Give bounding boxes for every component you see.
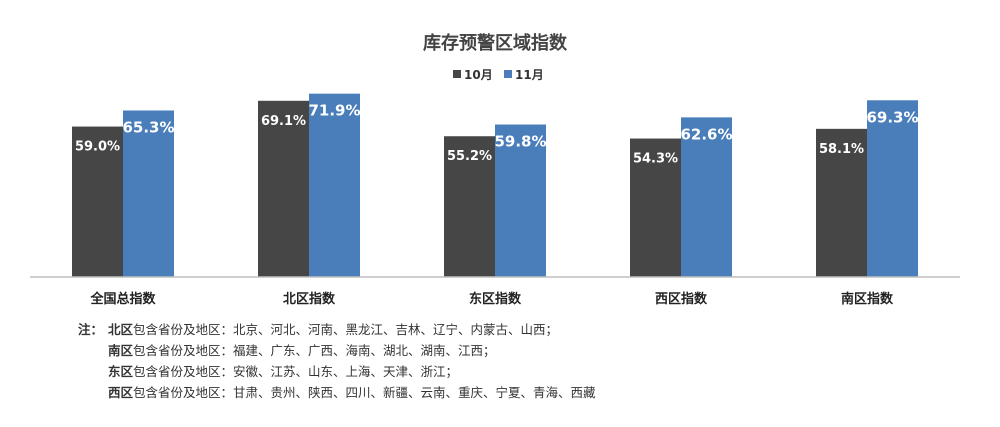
value-label-11月-北区指数: 71.9%: [308, 102, 360, 120]
bar-10月-北区指数: [258, 100, 309, 277]
legend-swatch-11月: [504, 70, 512, 78]
value-label-10月-西区指数: 54.3%: [633, 152, 678, 167]
legend-label-10月: 10月: [464, 68, 493, 82]
note-areas: 甘肃、贵州、陕西、四川、新疆、云南、重庆、宁夏、青海、西藏: [233, 385, 596, 400]
bar-11月-南区指数: [867, 100, 918, 277]
legend-label-11月: 11月: [515, 68, 544, 82]
value-label-11月-南区指数: 69.3%: [866, 108, 918, 126]
note-region-name: 东区: [108, 364, 134, 379]
note-suffix: 包含省份及地区：: [133, 343, 234, 358]
bar-10月-西区指数: [630, 138, 681, 277]
value-label-10月-南区指数: 58.1%: [819, 142, 864, 157]
notes-block: 注： 北区 包含省份及地区： 北京、河北、河南、黑龙江、吉林、辽宁、内蒙古、山西…: [78, 319, 596, 403]
category-label-全国总指数: 全国总指数: [89, 291, 156, 307]
value-label-11月-西区指数: 62.6%: [680, 125, 732, 143]
note-line-west: 注： 西区 包含省份及地区： 甘肃、贵州、陕西、四川、新疆、云南、重庆、宁夏、青…: [78, 382, 596, 403]
bars-group: [72, 93, 918, 278]
bar-11月-北区指数: [309, 93, 360, 277]
note-suffix: 包含省份及地区：: [133, 385, 234, 400]
note-region-name: 北区: [108, 322, 134, 337]
chart-title: 库存预警区域指数: [423, 32, 568, 54]
legend: 10月 11月: [453, 68, 544, 82]
value-label-10月-北区指数: 69.1%: [261, 114, 306, 129]
note-areas: 北京、河北、河南、黑龙江、吉林、辽宁、内蒙古、山西；: [233, 322, 559, 337]
category-label-西区指数: 西区指数: [655, 291, 708, 307]
bar-11月-西区指数: [681, 117, 732, 278]
note-areas: 福建、广东、广西、海南、湖北、湖南、江西；: [233, 343, 496, 358]
note-areas: 安徽、江苏、山东、上海、天津、浙江；: [233, 364, 459, 379]
note-region-name: 西区: [108, 385, 134, 400]
bar-11月-东区指数: [495, 124, 546, 277]
value-label-10月-东区指数: 55.2%: [447, 149, 492, 164]
bar-10月-全国总指数: [72, 126, 123, 277]
note-lead: 注：: [78, 322, 104, 337]
category-label-东区指数: 东区指数: [469, 291, 522, 307]
note-suffix: 包含省份及地区：: [133, 322, 234, 337]
bar-chart: 库存预警区域指数 10月 11月 59.0%65.3% 69.1%71.9% 55.…: [30, 32, 960, 307]
note-line-east: 注： 东区 包含省份及地区： 安徽、江苏、山东、上海、天津、浙江；: [78, 361, 596, 382]
bar-10月-东区指数: [444, 136, 495, 277]
value-labels-group: 59.0%65.3% 69.1%71.9% 55.2%59.8% 54.3%62.6%…: [75, 102, 919, 167]
bar-11月-全国总指数: [123, 110, 174, 277]
category-labels-group: 全国总指数 北区指数 东区指数 西区指数 南区指数: [89, 291, 894, 307]
value-label-11月-东区指数: 59.8%: [494, 133, 546, 151]
bar-10月-南区指数: [816, 128, 867, 277]
value-label-11月-全国总指数: 65.3%: [122, 118, 174, 136]
note-line-south: 注： 南区 包含省份及地区： 福建、广东、广西、海南、湖北、湖南、江西；: [78, 340, 596, 361]
note-suffix: 包含省份及地区：: [133, 364, 234, 379]
legend-swatch-10月: [453, 70, 461, 78]
value-label-10月-全国总指数: 59.0%: [75, 140, 120, 155]
category-label-南区指数: 南区指数: [841, 291, 894, 307]
note-region-name: 南区: [108, 343, 134, 358]
category-label-北区指数: 北区指数: [283, 291, 336, 307]
note-line-north: 注： 北区 包含省份及地区： 北京、河北、河南、黑龙江、吉林、辽宁、内蒙古、山西…: [78, 319, 596, 340]
